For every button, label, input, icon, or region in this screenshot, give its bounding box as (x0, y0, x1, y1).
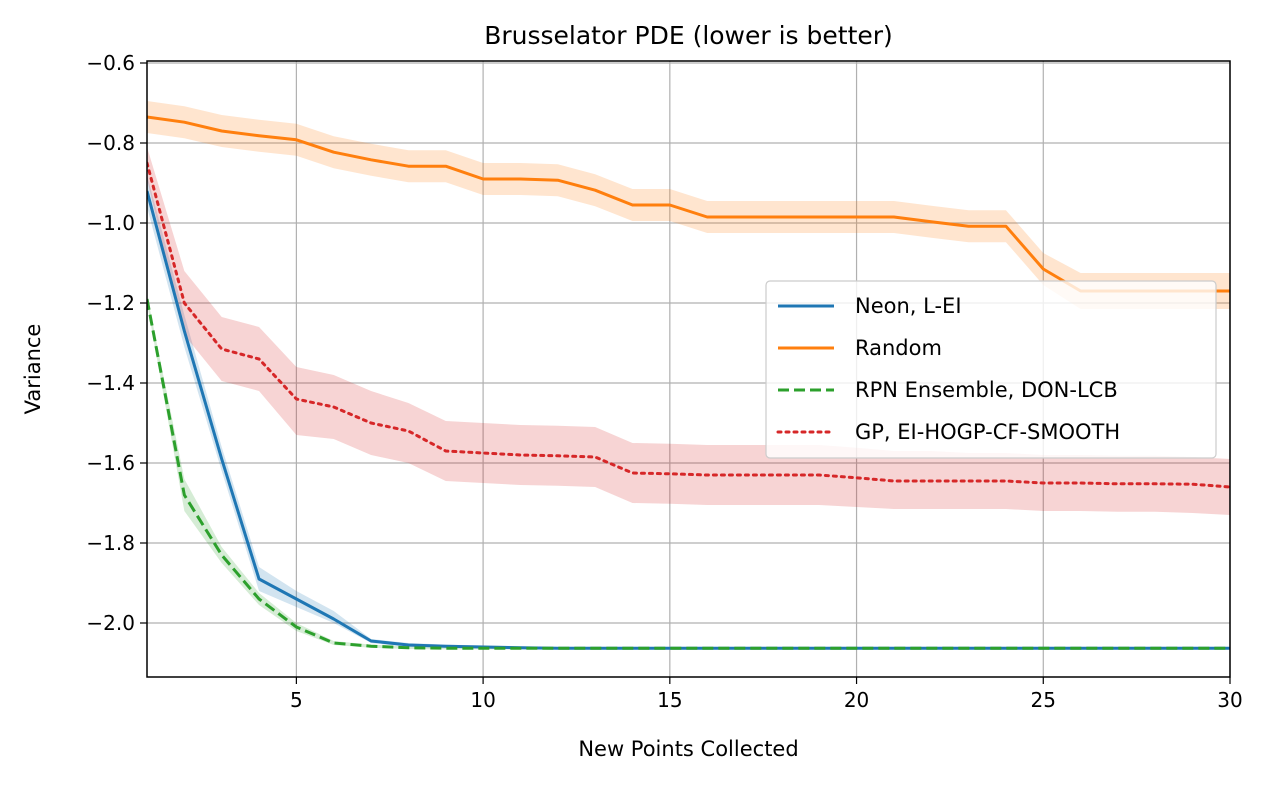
x-tick-label: 10 (470, 688, 495, 712)
band-series-1 (147, 101, 1230, 309)
y-tick-label: −1.4 (86, 371, 135, 395)
chart-title: Brusselator PDE (lower is better) (484, 21, 893, 50)
legend-label-1: Random (855, 336, 942, 360)
y-tick-label: −0.8 (86, 131, 135, 155)
legend-label-3: GP, EI-HOGP-CF-SMOOTH (855, 420, 1120, 444)
y-tick-label: −2.0 (86, 611, 135, 635)
legend-label-0: Neon, L-EI (855, 294, 962, 318)
y-tick-label: −1.2 (86, 291, 135, 315)
x-tick-label: 15 (657, 688, 682, 712)
band-series-3 (147, 147, 1230, 515)
x-tick-label: 25 (1031, 688, 1056, 712)
legend-box (765, 280, 1217, 459)
legend: Neon, L-EI Random RPN Ensemble, DON-LCB GP,… (765, 280, 1217, 459)
x-tick-label: 20 (844, 688, 869, 712)
y-tick-label: −1.8 (86, 531, 135, 555)
legend-label-2: RPN Ensemble, DON-LCB (855, 378, 1118, 402)
y-tick-label: −1.6 (86, 451, 135, 475)
axis-ticks: 5 10 15 20 25 30 −0.6 −0.8 −1.0 −1.2 −1.4 −1.6 −1.8 −… (86, 51, 1242, 712)
y-tick-label: −0.6 (86, 51, 135, 75)
line-series-1 (147, 115, 1230, 293)
plot-frame (146, 60, 1231, 678)
y-axis-title: Variance (21, 324, 45, 415)
x-tick-label: 5 (290, 688, 303, 712)
x-tick-label: 30 (1217, 688, 1242, 712)
confidence-bands (147, 101, 1230, 650)
series-lines (147, 115, 1230, 650)
line-series-2 (147, 298, 1230, 650)
y-tick-label: −1.0 (86, 211, 135, 235)
x-axis-title: New Points Collected (578, 737, 798, 761)
line-series-3 (147, 161, 1230, 489)
